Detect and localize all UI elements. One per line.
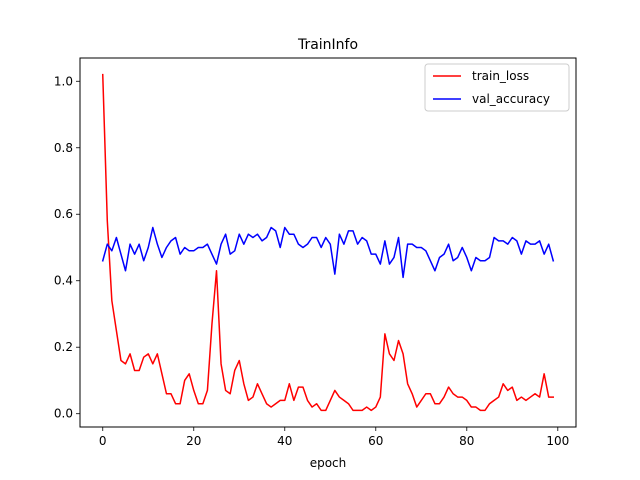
legend-label-train-loss: train_loss <box>472 69 529 83</box>
x-axis-label: epoch <box>310 456 347 470</box>
legend-label-val-accuracy: val_accuracy <box>472 92 550 106</box>
x-tick-label: 100 <box>546 434 569 448</box>
y-tick-label: 0.2 <box>54 340 73 354</box>
y-tick-label: 0.0 <box>54 407 73 421</box>
series-line-val-accuracy <box>101 226 555 279</box>
x-tick-label: 20 <box>186 434 201 448</box>
x-tick-label: 40 <box>277 434 292 448</box>
x-axis-ticks: 0 20 40 60 80 100 <box>99 427 569 448</box>
y-tick-label: 0.6 <box>54 207 73 221</box>
plot-area <box>79 57 577 428</box>
y-tick-label: 1.0 <box>54 74 73 88</box>
chart-title: TrainInfo <box>297 37 358 53</box>
y-axis-ticks: 0.0 0.2 0.4 0.6 0.8 1.0 <box>54 74 80 421</box>
series-line-train-loss <box>101 73 554 412</box>
axes-frame <box>79 57 577 428</box>
x-tick-label: 0 <box>99 434 107 448</box>
x-tick-label: 60 <box>368 434 383 448</box>
y-tick-label: 0.8 <box>54 141 73 155</box>
series-layer <box>101 73 555 412</box>
legend: train_loss val_accuracy <box>424 63 570 112</box>
y-tick-label: 0.4 <box>54 274 73 288</box>
x-tick-label: 80 <box>459 434 474 448</box>
